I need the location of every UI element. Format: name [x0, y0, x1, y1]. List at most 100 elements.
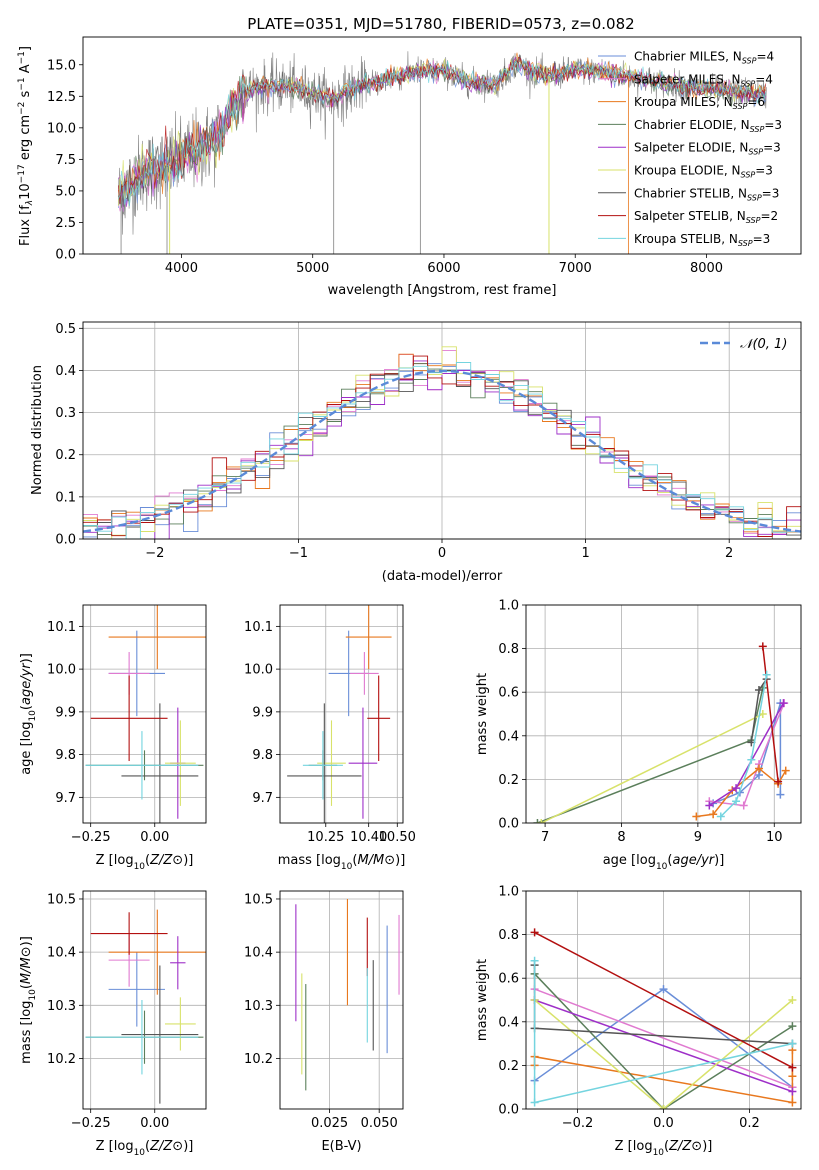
y-tick-label: 10.4 — [244, 946, 273, 961]
axis-label: mass weight — [475, 959, 490, 1041]
mass-weight-vs-age-panel: 7 8 9 10 0.0 0.2 0.4 0.6 0.8 1.0 age [log10(age/yr… — [475, 599, 802, 872]
axis-label: Z [log10(Z/Z⊙)] — [96, 1139, 194, 1158]
weight-marker — [530, 1098, 539, 1107]
x-tick-label: 0.2 — [739, 1116, 760, 1131]
y-tick-label: 10.4 — [47, 946, 76, 961]
x-axis-label: wavelength [Angstrom, rest frame] — [328, 283, 557, 298]
y-tick-label: 0.3 — [55, 406, 76, 421]
legend-label: 𝒩(0, 1) — [740, 337, 787, 352]
model-spectrum — [118, 58, 767, 207]
x-tick-label: 5000 — [296, 261, 329, 276]
weight-line — [540, 713, 764, 823]
axis-label: mass [log10(M/M⊙)] — [278, 853, 406, 872]
y-tick-label: 0.8 — [498, 928, 519, 943]
y-tick-label: 0.2 — [498, 773, 519, 788]
y-tick-label: 10.1 — [244, 620, 273, 635]
weight-marker — [530, 956, 539, 965]
weight-line — [709, 702, 785, 807]
y-tick-label: 0.1 — [55, 490, 76, 505]
legend-label: Salpeter STELIB, NSSP=2 — [634, 209, 778, 225]
weight-marker — [788, 1098, 797, 1107]
x-tick-label: −0.2 — [562, 1116, 594, 1131]
axis-label: mass [log10(M/M⊙)] — [19, 936, 38, 1064]
axis-label: age [log10(age/yr)] — [19, 653, 38, 775]
mass-weight-vs-metallicity-panel: −0.2 0.0 0.2 0.0 0.2 0.4 0.6 0.8 1.0 Z [log10(Z/Z… — [475, 885, 802, 1158]
x-tick-label: −2 — [145, 546, 164, 561]
weight-marker — [776, 790, 785, 799]
weight-line — [708, 702, 785, 807]
weight-marker — [788, 1022, 797, 1031]
axis-label: mass weight — [475, 673, 490, 755]
weight-marker — [788, 1063, 797, 1072]
y-tick-label: 7.5 — [55, 153, 76, 168]
gaussian-curve — [83, 369, 801, 533]
y-tick-label: 0.0 — [55, 248, 76, 263]
x-tick-label: 10.50 — [379, 830, 416, 845]
x-tick-label: 0.0 — [653, 1116, 674, 1131]
y-tick-label: 5.0 — [55, 184, 76, 199]
axes-frame — [82, 890, 207, 1110]
mass-vs-extinction-panel: 0.025 0.050 10.2 10.3 10.4 10.5 E(B-V) — [244, 890, 404, 1154]
y-tick-label: 10.1 — [47, 620, 76, 635]
weight-marker — [788, 1039, 797, 1048]
x-tick-label: 8 — [617, 830, 625, 845]
x-tick-label: 2 — [725, 546, 733, 561]
x-tick-label: 6000 — [427, 261, 460, 276]
y-tick-label: 0.4 — [498, 1015, 519, 1030]
y-axis-label: Normed distribution — [30, 365, 45, 495]
x-tick-label: 4000 — [165, 261, 198, 276]
model-spectrum — [118, 56, 767, 204]
x-tick-label: 0.025 — [311, 1116, 348, 1131]
y-tick-label: 0.4 — [498, 729, 519, 744]
x-tick-label: 10 — [766, 830, 783, 845]
y-tick-label: 1.0 — [498, 885, 519, 900]
weight-marker — [754, 686, 763, 695]
y-tick-label: 1.0 — [498, 599, 519, 614]
weight-marker — [732, 784, 741, 793]
plot-area — [287, 605, 392, 823]
x-tick-label: 0.050 — [361, 1116, 398, 1131]
axis-label: Z [log10(Z/Z⊙)] — [615, 1139, 713, 1158]
plot-area — [533, 642, 790, 823]
y-tick-label: 10.0 — [47, 663, 76, 678]
weight-line — [534, 999, 793, 1109]
y-tick-label: 9.9 — [55, 705, 76, 720]
y-tick-label: 15.0 — [47, 58, 76, 73]
y-tick-label: 12.5 — [47, 90, 76, 105]
y-tick-label: 10.3 — [244, 999, 273, 1014]
legend-label: Chabrier MILES, NSSP=4 — [634, 50, 774, 66]
legend-label: Kroupa STELIB, NSSP=3 — [634, 232, 770, 248]
weight-line — [534, 999, 793, 1093]
x-tick-label: 10.25 — [307, 830, 344, 845]
x-tick-label: −0.25 — [71, 1116, 111, 1131]
y-tick-label: 10.5 — [244, 892, 273, 907]
weight-marker — [530, 928, 539, 937]
legend-label: Chabrier STELIB, NSSP=3 — [634, 186, 779, 202]
x-tick-label: 0.00 — [140, 830, 169, 845]
y-tick-label: 9.9 — [252, 705, 273, 720]
y-tick-label: 0.0 — [55, 533, 76, 548]
x-tick-label: 0.00 — [140, 1116, 169, 1131]
y-tick-label: 0.5 — [55, 322, 76, 337]
legend-label: Kroupa MILES, NSSP=6 — [634, 95, 765, 111]
y-tick-label: 0.6 — [498, 686, 519, 701]
axis-label: E(B-V) — [321, 1139, 361, 1154]
y-tick-label: 9.8 — [55, 748, 76, 763]
weight-marker — [779, 699, 788, 708]
weight-line — [534, 988, 793, 1088]
x-tick-label: 0 — [438, 546, 446, 561]
y-tick-label: 10.5 — [47, 892, 76, 907]
age-vs-metallicity-panel: −0.25 0.00 9.7 9.8 9.9 10.0 10.1 Z [log10(Z/Z⊙)… — [19, 604, 207, 872]
y-axis-label: Flux [fλ10−17 erg cm−2 s−1 A−1] — [17, 46, 35, 246]
spectrum-panel: 4000 5000 6000 7000 8000 0.0 2.5 5.0 7.5 10.0 12.5… — [17, 36, 802, 298]
y-tick-label: 0.8 — [498, 642, 519, 657]
weight-line — [720, 674, 768, 818]
y-tick-label: 9.7 — [55, 791, 76, 806]
legend-label: Salpeter MILES, NSSP=4 — [634, 72, 773, 88]
residual-histogram-panel: −2 −1 0 1 2 0.0 0.1 0.2 0.3 0.4 0.5 𝒩(0, 1) (data-mo… — [30, 321, 802, 584]
x-tick-label: 8000 — [690, 261, 723, 276]
weight-marker — [781, 766, 790, 775]
weight-marker — [659, 985, 668, 994]
